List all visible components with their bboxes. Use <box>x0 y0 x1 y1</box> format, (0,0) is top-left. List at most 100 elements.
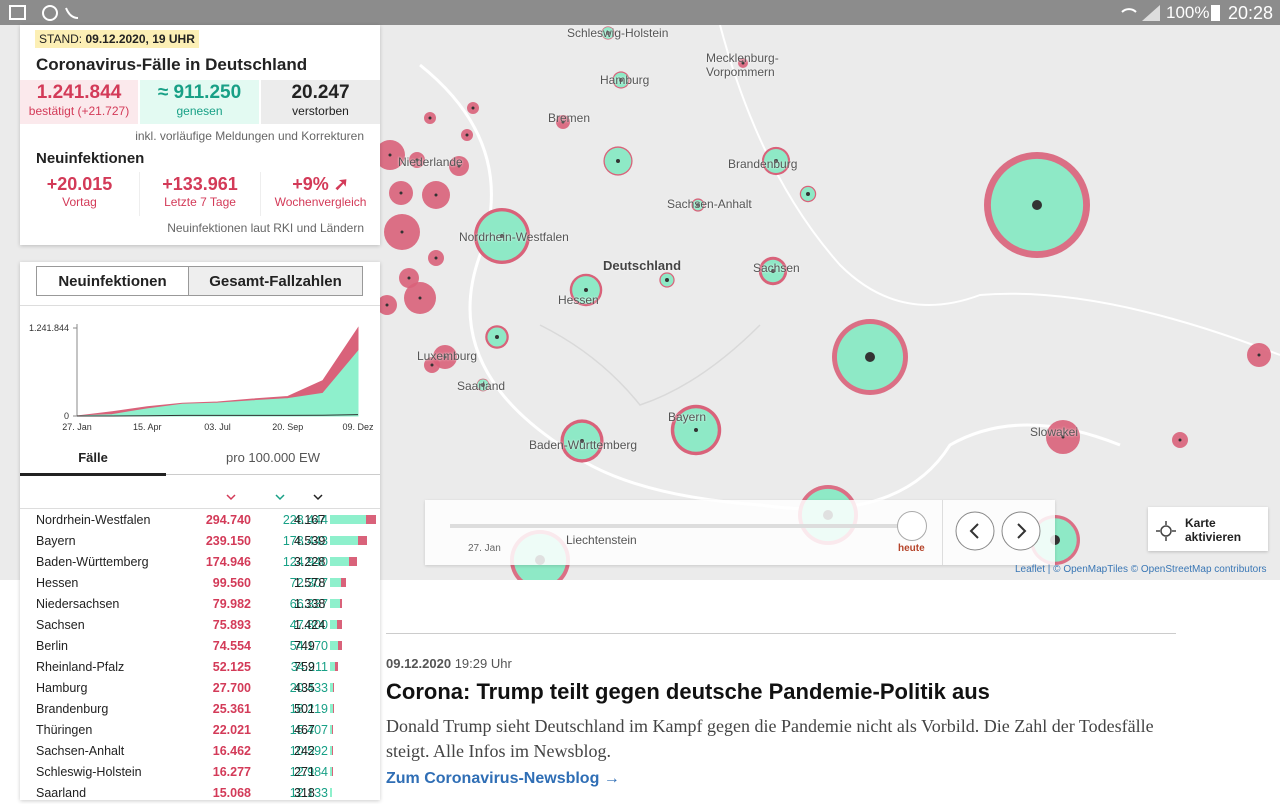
confirmed: 294.740 <box>205 513 251 527</box>
battery-level: 100% <box>1166 3 1210 22</box>
stand-date: 09.12.2020, 19 UHR <box>85 32 195 46</box>
battery-icon <box>1211 5 1220 21</box>
bubble-dot <box>385 303 389 307</box>
table-row: Brandenburg 25.361 18.219 501 <box>36 699 376 720</box>
table-row: Hamburg 27.700 20.433 435 <box>36 678 376 699</box>
map-label: Brandenburg <box>728 157 798 171</box>
value: +133.961 <box>162 174 238 194</box>
recovered: 12.133 <box>289 786 328 800</box>
bubble-dot <box>465 133 469 137</box>
value: 20.247 <box>291 82 350 103</box>
x-tick-label: 09. Dez <box>342 422 374 432</box>
recovered: 34.211 <box>290 660 328 674</box>
bar-recovered <box>330 599 341 608</box>
deaths: 4.539 <box>294 534 326 548</box>
bubble-dot <box>407 276 411 280</box>
new-cases: +20.015 Vortag <box>20 172 140 216</box>
sort-icons[interactable] <box>20 490 380 504</box>
map-label: Slowakei <box>1030 425 1079 439</box>
confirmed: 74.554 <box>212 639 251 653</box>
bubble-dot <box>580 439 584 443</box>
state-name: Schleswig-Holstein <box>36 765 142 779</box>
recovered: 72.307 <box>289 576 328 590</box>
timeline-start: 27. Jan <box>468 543 501 554</box>
confirmed: 22.021 <box>212 723 251 737</box>
timeline: 27. Jan heute <box>425 500 1055 565</box>
bubble-dot <box>495 335 499 339</box>
bubble-dot <box>774 159 778 163</box>
label: Wochenvergleich <box>274 195 367 209</box>
bubble-dot <box>865 352 875 362</box>
recovered: 12.984 <box>289 765 328 779</box>
deaths: 467 <box>294 723 315 737</box>
bubble-dot <box>606 31 610 35</box>
table-row: Rheinland-Pfalz 52.125 34.211 759 <box>36 657 376 678</box>
table-row: Thüringen 22.021 15.407 467 <box>36 720 376 741</box>
deaths: 1.578 <box>294 576 326 590</box>
bubble-dot <box>434 256 438 260</box>
area <box>76 350 359 417</box>
totals-note: inkl. vorläufige Meldungen und Korrektur… <box>135 129 364 143</box>
article-link[interactable]: Zum Coronavirus-Newsblog → <box>386 770 620 787</box>
table-row: Saarland 15.068 12.133 318 <box>36 783 376 804</box>
panel-title: Coronavirus-Fälle in Deutschland <box>36 55 308 74</box>
total-recovered: ≈ 911.250 genesen <box>140 80 259 124</box>
map-label: Baden-Württemberg <box>529 438 638 452</box>
bubble-dot <box>418 296 422 300</box>
confirmed: 25.361 <box>212 702 251 716</box>
bar-recovered <box>330 578 342 587</box>
label: Vortag <box>62 195 97 209</box>
confirmed: 16.277 <box>212 765 251 779</box>
y-tick-label: 1.241.844 <box>29 323 69 333</box>
x-tick-label: 27. Jan <box>62 422 92 432</box>
stand-label: STAND: <box>39 32 83 46</box>
signal-icons <box>1121 5 1160 21</box>
nav-buttons[interactable] <box>955 511 1045 553</box>
recovered: 178.443 <box>282 534 328 548</box>
move-icon <box>1156 521 1176 541</box>
table-row: Sachsen 75.893 47.800 1.424 <box>36 615 376 636</box>
bubble-dot <box>1257 353 1261 357</box>
detail-panel: Neuinfektionen Gesamt-Fallzahlen Fälle p… <box>20 262 380 800</box>
tab-active[interactable]: Gesamt-Fallzahlen <box>188 266 363 296</box>
bar-recovered <box>330 536 358 545</box>
map-label: Liechtenstein <box>566 533 637 547</box>
activate-map-button[interactable]: Karte aktivieren <box>1148 507 1268 551</box>
bubble-dot <box>457 164 461 168</box>
bubble-dot <box>696 203 700 207</box>
confirmed: 79.982 <box>212 597 251 611</box>
attribution[interactable]: Leaflet | © OpenMapTiles © OpenStreetMap… <box>1015 564 1267 575</box>
state-name: Hessen <box>36 576 79 590</box>
label: genesen <box>176 104 223 118</box>
bar-recovered <box>330 662 336 671</box>
recovered: 10.592 <box>289 744 328 758</box>
bubble-dot <box>561 120 565 124</box>
bar-recovered <box>330 515 366 524</box>
timeline-track[interactable] <box>450 524 910 528</box>
divider <box>20 508 380 509</box>
recovered: 228.444 <box>282 513 328 527</box>
value: +20.015 <box>46 174 113 194</box>
bar-recovered <box>330 641 339 650</box>
recovered: 66.337 <box>289 597 328 611</box>
activate-label: Karte aktivieren <box>1185 516 1242 544</box>
new-note: Neuinfektionen laut RKI und Ländern <box>167 221 364 235</box>
bubble-dot <box>428 116 432 120</box>
state-name: Bayern <box>36 534 76 548</box>
table-tab[interactable]: pro 100.000 EW <box>166 450 380 475</box>
bubble-dot <box>619 78 623 82</box>
value: ≈ 911.250 <box>157 82 242 103</box>
bar-recovered <box>330 683 334 692</box>
table-tab-active[interactable]: Fälle <box>20 450 166 476</box>
bar-recovered <box>330 557 350 566</box>
timeline-handle[interactable] <box>897 511 927 541</box>
map-label: Bayern <box>668 410 707 424</box>
confirmed: 99.560 <box>212 576 251 590</box>
map-label: Deutschland <box>603 258 682 273</box>
bubble-dot <box>481 383 485 387</box>
article-headline[interactable]: Corona: Trump teilt gegen deutsche Pande… <box>386 679 990 704</box>
deaths: 271 <box>294 765 315 779</box>
bubble-dot <box>584 288 588 292</box>
map-label: Hamburg <box>600 73 650 87</box>
tab[interactable]: Neuinfektionen <box>36 266 189 296</box>
